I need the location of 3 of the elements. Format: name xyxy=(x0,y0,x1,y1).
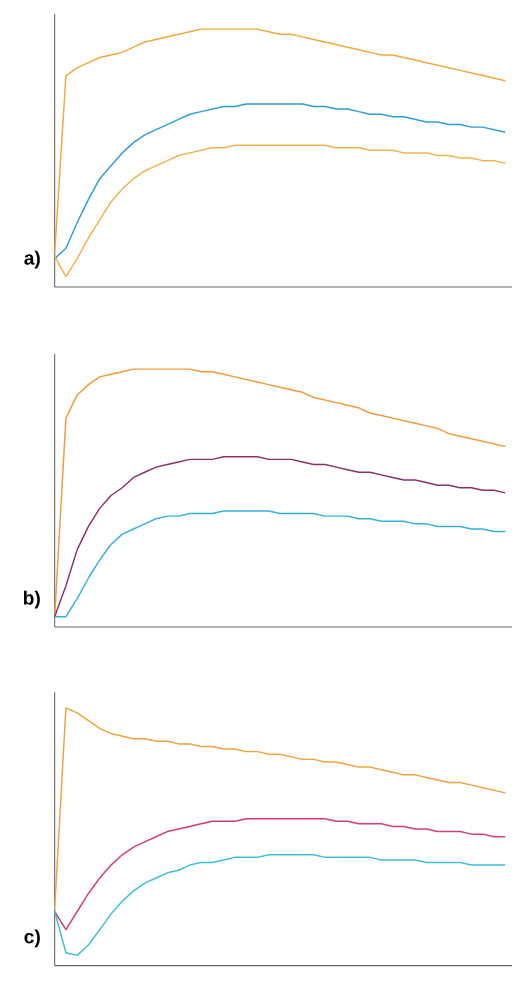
text: b) xyxy=(23,590,40,609)
text: a) xyxy=(24,250,40,269)
text: c) xyxy=(24,929,40,948)
